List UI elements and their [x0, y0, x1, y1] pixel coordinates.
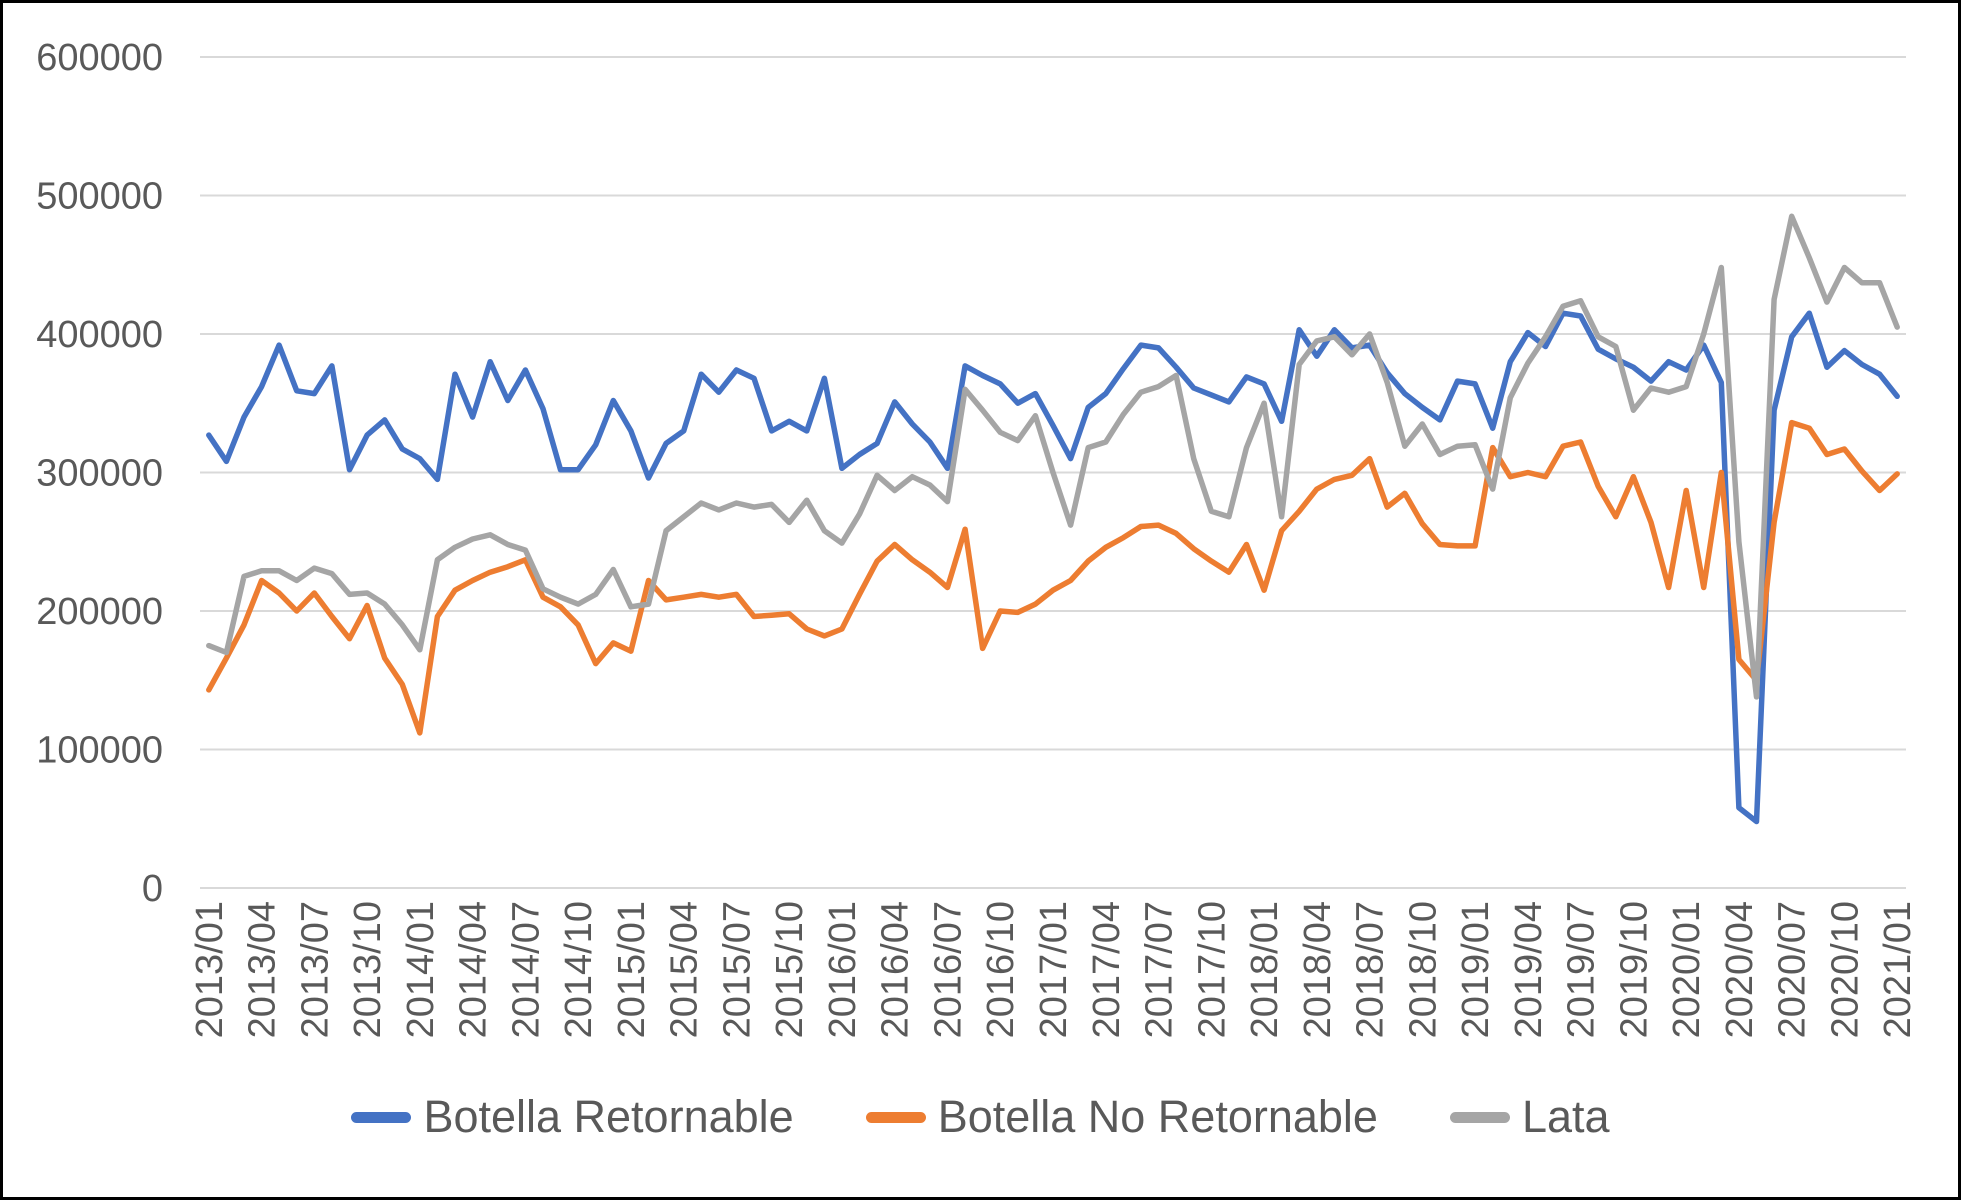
x-axis-tick-label: 2013/01	[189, 901, 231, 1038]
x-axis-tick-label: 2017/01	[1033, 901, 1075, 1038]
x-axis-tick-label: 2013/10	[347, 901, 389, 1038]
legend-swatch-orange-icon	[865, 1111, 926, 1123]
x-axis-tick-label: 2019/10	[1613, 901, 1655, 1038]
y-axis-tick-label: 100000	[36, 730, 163, 772]
x-axis-tick-label: 2014/04	[453, 901, 495, 1038]
x-axis-tick-label: 2016/10	[980, 901, 1022, 1038]
chart-legend: Botella Retornable Botella No Retornable…	[3, 1091, 1958, 1143]
x-axis-tick-label: 2020/01	[1666, 901, 1708, 1038]
legend-label: Botella No Retornable	[937, 1091, 1378, 1142]
x-axis-tick-label: 2018/10	[1402, 901, 1444, 1038]
x-axis-tick-label: 2014/10	[558, 901, 600, 1038]
x-axis-tick-label: 2017/10	[1191, 901, 1233, 1038]
x-axis-tick-label: 2020/10	[1824, 901, 1866, 1038]
x-axis-tick-label: 2015/10	[769, 901, 811, 1038]
y-axis-tick-label: 500000	[36, 176, 163, 218]
series-line-botella-retornable	[206, 310, 1900, 825]
x-axis-tick-label: 2015/01	[611, 901, 653, 1038]
legend-swatch-gray-icon	[1449, 1111, 1510, 1123]
x-axis-tick-label: 2021/01	[1877, 901, 1919, 1038]
legend-label: Botella Retornable	[423, 1091, 794, 1142]
x-axis-tick-label: 2013/07	[294, 901, 336, 1038]
x-axis-tick-label: 2019/01	[1455, 901, 1497, 1038]
x-axis-tick-label: 2018/04	[1297, 901, 1339, 1038]
x-axis-tick-label: 2018/01	[1244, 901, 1286, 1038]
series-line-botella-no-retornable	[206, 419, 1900, 736]
legend-item-lata: Lata	[1449, 1091, 1610, 1143]
y-axis-tick-label: 200000	[36, 591, 163, 633]
x-axis-tick-label: 2018/07	[1350, 901, 1392, 1038]
legend-swatch-blue-icon	[351, 1111, 412, 1123]
y-axis-tick-label: 0	[142, 868, 163, 910]
x-axis-tick-label: 2015/04	[664, 901, 706, 1038]
series-line-lata	[206, 213, 1900, 700]
x-axis-tick-label: 2016/07	[927, 901, 969, 1038]
x-axis-tick-label: 2017/04	[1086, 901, 1128, 1038]
x-axis-tick-label: 2014/07	[505, 901, 547, 1038]
legend-label: Lata	[1521, 1091, 1610, 1142]
x-axis-tick-label: 2014/01	[400, 901, 442, 1038]
x-axis-tick-label: 2020/07	[1772, 901, 1814, 1038]
x-axis-tick-label: 2016/01	[822, 901, 864, 1038]
x-axis-tick-label: 2013/04	[242, 901, 284, 1038]
line-chart: 0 100000 200000 300000 400000 500000 600000 201…	[36, 37, 1919, 1038]
x-axis-tick-label: 2019/07	[1561, 901, 1603, 1038]
legend-item-botella-retornable: Botella Retornable	[351, 1091, 794, 1143]
y-axis-tick-label: 400000	[36, 314, 163, 356]
x-axis-tick-label: 2019/04	[1508, 901, 1550, 1038]
y-axis-tick-label: 300000	[36, 453, 163, 495]
legend-item-botella-no-retornable: Botella No Retornable	[865, 1091, 1378, 1143]
x-axis-tick-label: 2020/04	[1719, 901, 1761, 1038]
x-axis-tick-label: 2016/04	[875, 901, 917, 1038]
x-axis-tick-label: 2015/07	[716, 901, 758, 1038]
x-axis-tick-label: 2017/07	[1139, 901, 1181, 1038]
y-axis-tick-label: 600000	[36, 37, 163, 79]
